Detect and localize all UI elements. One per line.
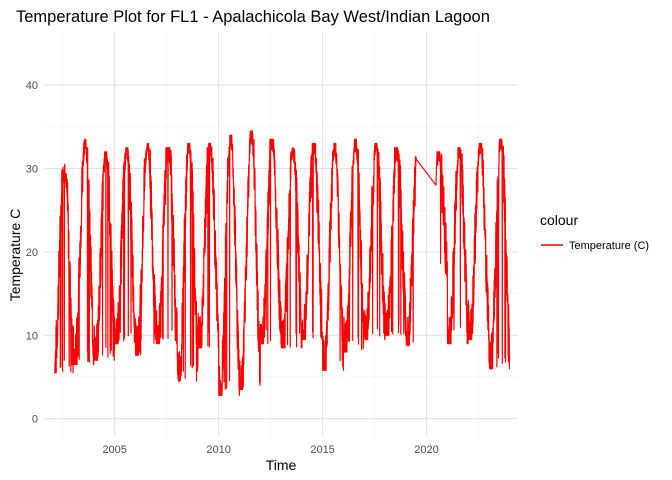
y-tick-label: 0 (32, 414, 38, 426)
temperature-series-line (53, 130, 511, 396)
legend: colour Temperature (C) (540, 212, 649, 252)
y-axis-title: Temperature C (7, 209, 23, 302)
legend-title: colour (540, 212, 578, 228)
y-tick-label: 20 (26, 247, 38, 259)
x-tick-label: 2020 (414, 444, 438, 456)
y-tick-label: 10 (26, 330, 38, 342)
plot-grid (44, 31, 518, 437)
x-axis-ticks: 2005 2010 2015 2020 (102, 444, 438, 456)
x-tick-label: 2010 (206, 444, 230, 456)
y-tick-label: 30 (26, 164, 38, 176)
legend-label: Temperature (C) (569, 240, 649, 252)
y-tick-label: 40 (26, 80, 38, 92)
chart-title: Temperature Plot for FL1 - Apalachicola … (16, 8, 490, 26)
x-tick-label: 2015 (310, 444, 334, 456)
y-axis-ticks: 0 10 20 30 40 (26, 80, 38, 425)
x-axis-title: Time (266, 457, 297, 473)
x-tick-label: 2005 (102, 444, 126, 456)
series-layer (53, 130, 511, 396)
